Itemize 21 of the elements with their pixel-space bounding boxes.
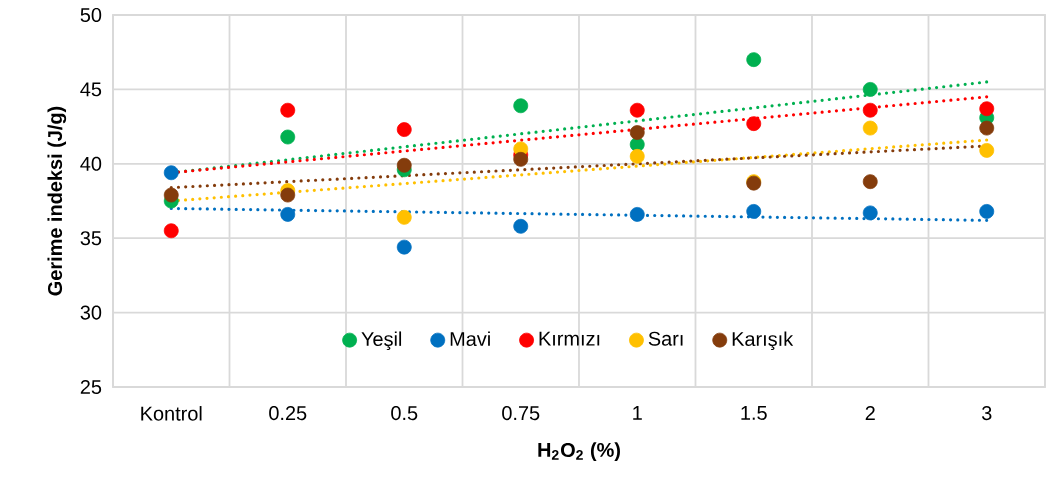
y-tick-label: 50 (80, 7, 102, 23)
y-axis-title: Gerime indeksi (J/g) (47, 106, 67, 296)
x-axis-title: H$_{2}$O$_{2}$ (%) (538, 442, 620, 461)
x-tick-label: 0.25 (269, 406, 307, 421)
y-tick-label: 30 (80, 305, 102, 320)
y-tick-label: 25 (80, 379, 102, 395)
x-tick-label: 0.5 (391, 406, 418, 421)
legend-label: Mavi (450, 331, 490, 347)
x-tick-label: 1.5 (741, 406, 767, 420)
x-tick-label: 2 (865, 406, 875, 420)
x-tick-label: Kontrol (141, 406, 202, 421)
y-tick-label: 45 (80, 82, 102, 97)
y-tick-label: 35 (80, 231, 102, 246)
x-tick-label: 0.75 (502, 406, 540, 421)
legend-label: Karışık (732, 331, 794, 351)
x-tick-label: 1 (633, 406, 642, 420)
legend-label: Yeşil (361, 331, 402, 351)
y-tick-label: 40 (80, 156, 102, 171)
legend-label: Kırmızı (539, 331, 600, 346)
legend-label: Sarı (648, 331, 683, 346)
x-tick-label: 3 (981, 406, 992, 421)
